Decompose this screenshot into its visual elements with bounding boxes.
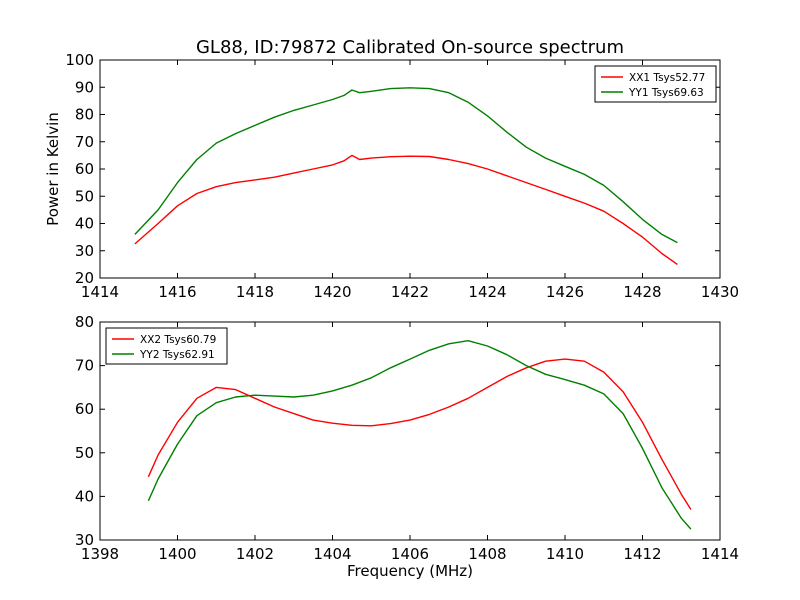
x-tick-label: 1418 bbox=[236, 283, 274, 301]
y-tick-label: 100 bbox=[65, 51, 94, 69]
series-line-2 bbox=[134, 87, 678, 244]
y-tick-label: 40 bbox=[75, 487, 94, 505]
x-tick-label: 1402 bbox=[236, 545, 274, 563]
x-axis-label: Frequency (MHz) bbox=[347, 562, 473, 580]
series-line-2 bbox=[147, 340, 692, 530]
legend: XX1 Tsys52.77 YY1 Tsys69.63 bbox=[594, 65, 717, 103]
y-tick-label: 80 bbox=[75, 106, 94, 124]
legend-box bbox=[594, 65, 717, 103]
series-line-1 bbox=[147, 358, 692, 510]
y-tick-label: 70 bbox=[75, 357, 94, 375]
y-tick-label: 20 bbox=[75, 269, 94, 287]
x-tick-label: 1424 bbox=[468, 283, 506, 301]
legend: XX2 Tsys60.79 YY2 Tsys62.91 bbox=[105, 327, 228, 365]
y-axis-label: Power in Kelvin bbox=[44, 112, 62, 226]
x-tick-label: 1416 bbox=[158, 283, 196, 301]
x-tick-label: 1426 bbox=[546, 283, 584, 301]
figure-title: GL88, ID:79872 Calibrated On-source spec… bbox=[196, 37, 624, 58]
y-tick-label: 30 bbox=[75, 531, 94, 549]
y-tick-label: 90 bbox=[75, 78, 94, 96]
legend-label: YY1 Tsys69.63 bbox=[628, 87, 704, 99]
x-tick-label: 1398 bbox=[81, 545, 119, 563]
y-tick-label: 40 bbox=[75, 215, 94, 233]
y-tick-label: 80 bbox=[75, 313, 94, 331]
x-tick-label: 1420 bbox=[313, 283, 351, 301]
legend-box bbox=[105, 327, 228, 365]
bottom-axes: 1398 1400 1402 1404 1406 1408 1410 1412 1414 30 40… bbox=[75, 313, 739, 580]
x-tick-label: 1428 bbox=[623, 283, 661, 301]
legend-label: XX1 Tsys52.77 bbox=[629, 72, 705, 84]
x-tick-label: 1412 bbox=[623, 545, 661, 563]
x-tick-label: 1430 bbox=[701, 283, 739, 301]
series-line-1 bbox=[134, 154, 678, 265]
y-tick-label: 50 bbox=[75, 187, 94, 205]
x-tick-label: 1410 bbox=[546, 545, 584, 563]
y-tick-label: 30 bbox=[75, 242, 94, 260]
x-tick-label: 1422 bbox=[391, 283, 429, 301]
x-tick-label: 1408 bbox=[468, 545, 506, 563]
x-tick-label: 1414 bbox=[701, 545, 739, 563]
x-tick-label: 1406 bbox=[391, 545, 429, 563]
y-tick-label: 70 bbox=[75, 133, 94, 151]
x-tick-label: 1404 bbox=[313, 545, 351, 563]
legend-label: YY2 Tsys62.91 bbox=[139, 349, 215, 361]
top-axes: 1414 1416 1418 1420 1422 1424 1426 1428 1430 20 30… bbox=[44, 51, 739, 301]
y-tick-label: 50 bbox=[75, 444, 94, 462]
legend-label: XX2 Tsys60.79 bbox=[140, 334, 216, 346]
x-tick-label: 1400 bbox=[158, 545, 196, 563]
y-tick-label: 60 bbox=[75, 160, 94, 178]
x-tick-label: 1414 bbox=[81, 283, 119, 301]
y-tick-label: 60 bbox=[75, 400, 94, 418]
